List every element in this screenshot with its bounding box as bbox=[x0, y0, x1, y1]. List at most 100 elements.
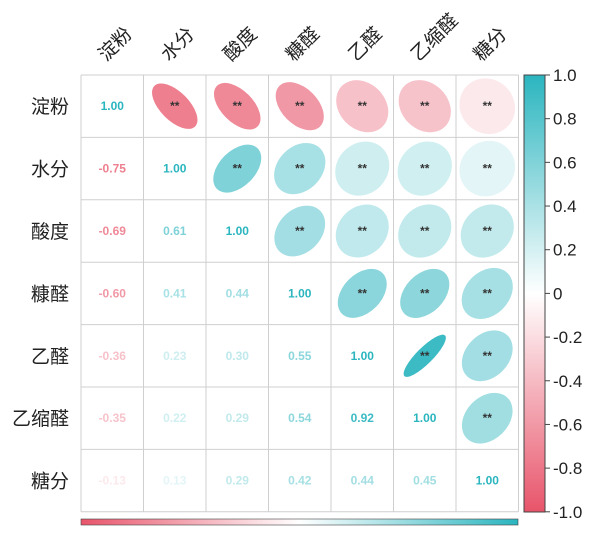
significance-mark: ** bbox=[483, 286, 493, 300]
colorbar-tick-label: 1.0 bbox=[553, 66, 577, 85]
corr-ellipse bbox=[460, 204, 514, 258]
corr-ellipse bbox=[403, 334, 446, 377]
row-label: 乙缩醛 bbox=[12, 408, 69, 430]
colorbar-tick-label: -0.8 bbox=[553, 459, 582, 478]
corr-ellipse bbox=[274, 205, 326, 257]
corr-value: -0.35 bbox=[99, 411, 127, 425]
corr-ellipse bbox=[336, 80, 389, 133]
corr-value: 0.13 bbox=[163, 474, 187, 488]
column-label: 糠醛 bbox=[281, 22, 324, 65]
corr-value: 1.00 bbox=[413, 411, 437, 425]
significance-mark: ** bbox=[483, 349, 493, 363]
bottom-gradient-strip bbox=[80, 518, 519, 526]
significance-mark: ** bbox=[420, 349, 430, 363]
colorbar: 1.0 0.8 0.6 0.4 0.2 0 -0.2 -0.4 -0.6 -0.8 -1.0 bbox=[523, 66, 582, 522]
significance-mark: ** bbox=[420, 162, 430, 176]
corr-value: 0.23 bbox=[163, 349, 187, 363]
corr-value: 0.30 bbox=[226, 349, 250, 363]
significance-mark: ** bbox=[483, 224, 493, 238]
colorbar-tick-label: 0.2 bbox=[553, 241, 577, 260]
row-label: 乙醛 bbox=[31, 346, 69, 368]
colorbar-tick-label: 0.6 bbox=[553, 153, 577, 172]
significance-mark: ** bbox=[295, 224, 305, 238]
corr-value: 1.00 bbox=[351, 349, 375, 363]
significance-mark: ** bbox=[483, 411, 493, 425]
colorbar-tick-label: 0.8 bbox=[553, 110, 577, 129]
colorbar-tick-label: 0 bbox=[553, 284, 562, 303]
corr-value: 1.00 bbox=[288, 286, 312, 300]
significance-mark: ** bbox=[295, 162, 305, 176]
corr-value: 1.00 bbox=[101, 99, 125, 113]
colorbar-tick-label: 0.4 bbox=[553, 197, 577, 216]
row-label: 淀粉 bbox=[31, 96, 69, 118]
significance-mark: ** bbox=[358, 162, 368, 176]
row-label: 水分 bbox=[31, 159, 69, 181]
corr-value: 0.29 bbox=[226, 411, 250, 425]
corr-ellipse bbox=[337, 268, 387, 318]
corr-ellipse bbox=[335, 141, 390, 196]
row-label: 酸度 bbox=[31, 221, 69, 243]
corr-value: 0.42 bbox=[288, 474, 312, 488]
column-label: 酸度 bbox=[219, 23, 261, 65]
significance-mark: ** bbox=[483, 162, 493, 176]
corr-value: 0.44 bbox=[351, 474, 375, 488]
colorbar-tick-label: -1.0 bbox=[553, 503, 582, 522]
significance-mark: ** bbox=[295, 99, 305, 113]
column-label: 水分 bbox=[157, 23, 199, 65]
significance-mark: ** bbox=[483, 99, 493, 113]
corr-ellipse bbox=[275, 82, 324, 131]
corr-value: 1.00 bbox=[226, 224, 250, 238]
corr-ellipse bbox=[213, 144, 262, 193]
significance-mark: ** bbox=[420, 99, 430, 113]
colorbar-tick-label: -0.4 bbox=[553, 372, 582, 391]
significance-mark: ** bbox=[358, 99, 368, 113]
matrix-cells: 1.00 ** ** ** ** ** ** -0.75 1.00 ** ** ** ** ** -0.69… bbox=[99, 78, 516, 488]
significance-mark: ** bbox=[420, 286, 430, 300]
corr-ellipse bbox=[398, 80, 451, 133]
significance-mark: ** bbox=[233, 162, 243, 176]
significance-mark: ** bbox=[358, 224, 368, 238]
corr-value: 0.55 bbox=[288, 349, 312, 363]
corr-ellipse bbox=[274, 142, 326, 195]
colorbar-tick-label: -0.6 bbox=[553, 415, 582, 434]
corr-value: -0.13 bbox=[99, 474, 127, 488]
row-label: 糠醛 bbox=[31, 282, 69, 305]
corr-value: -0.69 bbox=[99, 224, 127, 238]
corr-ellipse bbox=[461, 392, 513, 444]
column-label: 淀粉 bbox=[94, 23, 136, 65]
corr-value: 0.41 bbox=[163, 286, 187, 300]
corr-value: 0.29 bbox=[226, 474, 250, 488]
significance-mark: ** bbox=[170, 99, 180, 113]
corr-value: -0.60 bbox=[99, 286, 127, 300]
column-label: 糖分 bbox=[469, 23, 511, 65]
corr-value: -0.36 bbox=[99, 349, 127, 363]
row-label: 糖分 bbox=[31, 471, 69, 493]
corr-ellipse bbox=[398, 204, 452, 258]
colorbar-tick-label: -0.2 bbox=[553, 328, 582, 347]
corr-value: 1.00 bbox=[476, 474, 500, 488]
significance-mark: ** bbox=[233, 99, 243, 113]
significance-mark: ** bbox=[420, 224, 430, 238]
corr-ellipse bbox=[397, 141, 452, 196]
corr-ellipse bbox=[400, 268, 450, 318]
colorbar-gradient bbox=[523, 74, 546, 513]
corr-ellipse bbox=[152, 83, 198, 129]
corr-value: 0.45 bbox=[413, 474, 437, 488]
significance-mark: ** bbox=[358, 286, 368, 300]
corr-value: 1.00 bbox=[163, 162, 187, 176]
colorbar-ticks: 1.0 0.8 0.6 0.4 0.2 0 -0.2 -0.4 -0.6 -0.8 -1.0 bbox=[545, 66, 582, 522]
corr-value: 0.44 bbox=[226, 286, 250, 300]
column-label: 乙醛 bbox=[344, 23, 386, 65]
corr-value: 0.54 bbox=[288, 411, 312, 425]
corr-ellipse bbox=[459, 140, 516, 197]
column-label: 乙缩醛 bbox=[407, 10, 463, 66]
corr-ellipse bbox=[335, 204, 389, 258]
corr-ellipse bbox=[461, 330, 513, 382]
corr-value: 0.22 bbox=[163, 411, 187, 425]
corr-ellipse bbox=[459, 78, 516, 134]
corr-ellipse bbox=[213, 82, 261, 130]
matrix-grid bbox=[80, 74, 519, 513]
corr-ellipse bbox=[461, 267, 513, 319]
corr-value: -0.75 bbox=[99, 162, 127, 176]
